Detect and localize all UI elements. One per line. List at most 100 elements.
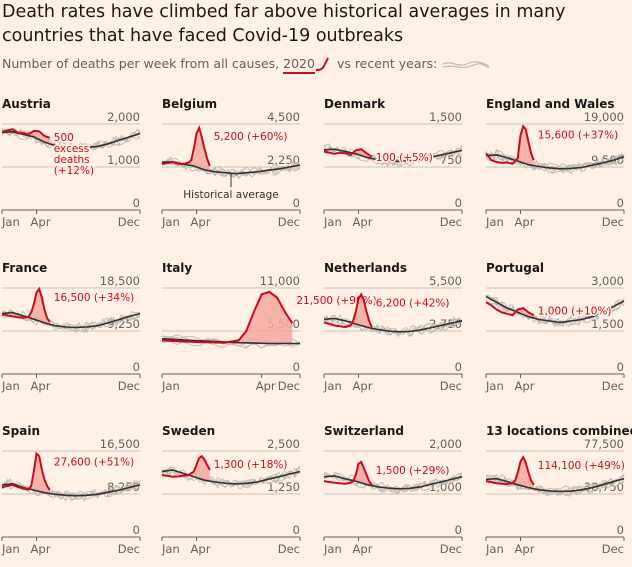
subtitle-year-2020: 2020 bbox=[283, 56, 315, 74]
x-tick-label: Dec bbox=[602, 542, 624, 556]
x-tick-label: Jan bbox=[1, 215, 20, 229]
y-tick-label: 0 bbox=[133, 196, 140, 210]
x-tick-label: Dec bbox=[278, 542, 300, 556]
x-tick-label: Apr bbox=[515, 542, 535, 556]
panel-title: Sweden bbox=[162, 424, 215, 438]
panel-title: Austria bbox=[2, 97, 51, 111]
x-tick-label: Dec bbox=[278, 379, 300, 393]
legend-2020-line-icon bbox=[315, 57, 329, 71]
y-tick-label: 0 bbox=[293, 196, 300, 210]
recent-year-line bbox=[1, 310, 141, 332]
y-tick-label: 18,500 bbox=[100, 274, 140, 288]
y-tick-label: 0 bbox=[455, 360, 462, 374]
panel-title: Italy bbox=[162, 261, 192, 275]
historical-average-label: Historical average bbox=[183, 189, 279, 201]
excess-area bbox=[162, 127, 210, 171]
y-tick-label: 1,000 bbox=[107, 153, 140, 167]
excess-area bbox=[2, 288, 50, 325]
historical-average-line bbox=[485, 477, 625, 493]
excess-area bbox=[486, 296, 534, 319]
excess-annotation: 114,100 (+49%) bbox=[538, 460, 625, 472]
x-tick-label: Dec bbox=[118, 379, 140, 393]
excess-annotation: 16,500 (+34%) bbox=[54, 292, 134, 304]
y-tick-label: 0 bbox=[455, 523, 462, 537]
y-tick-label: 19,000 bbox=[584, 110, 624, 124]
panel-title: Switzerland bbox=[324, 424, 404, 438]
historical-average-line bbox=[1, 130, 141, 149]
y-tick-label: 0 bbox=[293, 360, 300, 374]
line-2020 bbox=[161, 290, 294, 344]
line-2020 bbox=[1, 286, 51, 323]
x-tick-label: Dec bbox=[440, 215, 462, 229]
x-tick-label: Jan bbox=[161, 542, 180, 556]
y-tick-label: 2,000 bbox=[107, 110, 140, 124]
y-tick-label: 0 bbox=[133, 523, 140, 537]
line-2020 bbox=[485, 124, 535, 165]
line-2020 bbox=[323, 148, 373, 158]
panel-austria: Austria 2,000 1,000 0 Jan Apr Dec 500excessdeat… bbox=[1, 97, 141, 229]
historical-average-line bbox=[1, 311, 141, 329]
y-tick-label: 1,500 bbox=[429, 110, 462, 124]
excess-annotation: 500 bbox=[54, 132, 74, 144]
x-tick-label: Apr bbox=[353, 542, 373, 556]
x-tick-label: Dec bbox=[118, 215, 140, 229]
panel-title: Netherlands bbox=[324, 261, 407, 275]
x-tick-label: Apr bbox=[191, 215, 211, 229]
historical-average-line bbox=[161, 469, 301, 485]
line-2020 bbox=[485, 454, 535, 486]
excess-annotation: deaths bbox=[54, 154, 90, 166]
x-tick-label: Apr bbox=[353, 215, 373, 229]
y-tick-label: 2,250 bbox=[267, 153, 300, 167]
excess-area bbox=[486, 457, 534, 489]
panel-title: Denmark bbox=[324, 97, 386, 111]
y-tick-label: 0 bbox=[617, 196, 624, 210]
recent-year-line bbox=[161, 160, 301, 177]
panel-sweden: Sweden 2,500 1,250 0 Jan Apr Dec 1,300 (+18%) bbox=[161, 424, 301, 556]
panel-title: France bbox=[2, 261, 47, 275]
x-tick-label: Apr bbox=[31, 379, 51, 393]
historical-average-line bbox=[485, 295, 625, 324]
y-tick-label: 0 bbox=[617, 360, 624, 374]
x-tick-label: Jan bbox=[1, 379, 20, 393]
recent-year-line bbox=[485, 152, 625, 173]
panel-portugal: Portugal 3,000 1,500 0 Jan Apr Dec 1,000 (+10%) bbox=[485, 261, 625, 393]
x-tick-label: Jan bbox=[1, 542, 20, 556]
x-tick-label: Apr bbox=[515, 215, 535, 229]
historical-average-line bbox=[485, 153, 625, 170]
y-tick-label: 0 bbox=[293, 523, 300, 537]
y-tick-label: 1,250 bbox=[267, 480, 300, 494]
x-tick-label: Dec bbox=[118, 542, 140, 556]
y-tick-label: 11,000 bbox=[260, 274, 300, 288]
y-tick-label: 0 bbox=[455, 196, 462, 210]
excess-area bbox=[486, 126, 534, 166]
x-tick-label: Apr bbox=[256, 379, 276, 393]
y-tick-label: 4,500 bbox=[267, 110, 300, 124]
y-tick-label: 77,500 bbox=[584, 437, 624, 451]
excess-annotation: 15,600 (+37%) bbox=[538, 129, 618, 141]
historical-average-line bbox=[323, 317, 463, 333]
y-tick-label: 2,000 bbox=[429, 437, 462, 451]
x-tick-label: Apr bbox=[353, 379, 373, 393]
y-tick-label: 3,000 bbox=[591, 274, 624, 288]
excess-annotation: 1,500 (+29%) bbox=[376, 465, 450, 477]
y-tick-label: 5,500 bbox=[429, 274, 462, 288]
line-2020 bbox=[161, 454, 211, 478]
excess-area bbox=[2, 129, 50, 144]
x-tick-label: Jan bbox=[323, 215, 342, 229]
x-tick-label: Jan bbox=[485, 215, 504, 229]
panel-belgium: Belgium 4,500 2,250 0 Jan Apr Dec 5,200 (+60%) H… bbox=[161, 97, 301, 229]
excess-annotation: 6,200 (+42%) bbox=[376, 297, 450, 309]
line-2020 bbox=[161, 124, 211, 167]
y-tick-label: 0 bbox=[617, 523, 624, 537]
panel-title: Belgium bbox=[162, 97, 217, 111]
x-tick-label: Dec bbox=[440, 542, 462, 556]
x-tick-label: Dec bbox=[278, 215, 300, 229]
